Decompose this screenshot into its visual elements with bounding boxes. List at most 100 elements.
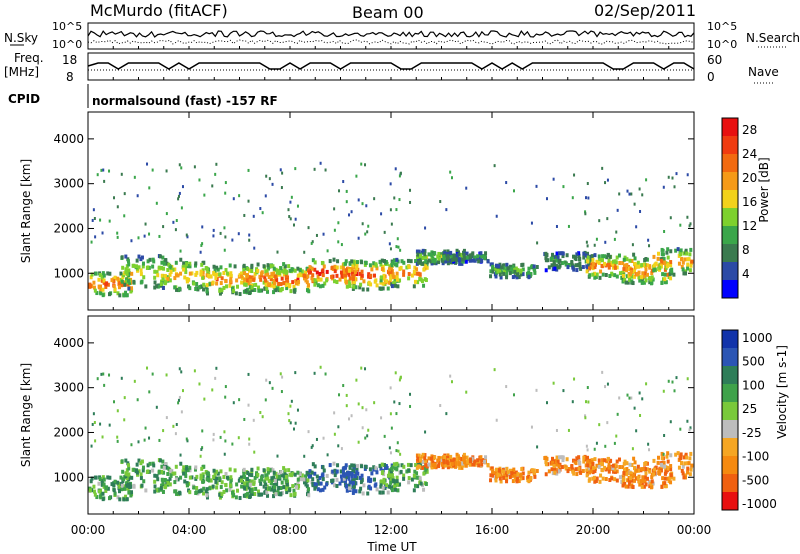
power-cell bbox=[416, 271, 420, 276]
velocity-cell bbox=[682, 475, 686, 480]
power-cell bbox=[247, 275, 251, 280]
power-cell bbox=[350, 210, 353, 214]
velocity-cell bbox=[652, 472, 656, 477]
velocity-cell bbox=[166, 471, 170, 476]
power-cell bbox=[369, 273, 373, 278]
velocity-cell bbox=[242, 493, 246, 498]
power-cell bbox=[561, 254, 565, 259]
velocity-cell bbox=[352, 484, 356, 489]
velocity-cell bbox=[379, 484, 383, 489]
velocity-cell bbox=[248, 482, 252, 487]
power-cell bbox=[229, 277, 233, 282]
velocity-cell bbox=[137, 469, 141, 474]
power-cell bbox=[129, 289, 133, 294]
power-cell bbox=[586, 182, 589, 186]
velocity-cell bbox=[220, 492, 224, 497]
power-cell bbox=[636, 264, 640, 269]
velocity-cell bbox=[572, 458, 576, 463]
power-cell bbox=[245, 278, 249, 283]
freq-right-tick-bottom: 0 bbox=[707, 70, 715, 84]
power-cell bbox=[246, 267, 250, 272]
power-cell bbox=[179, 257, 183, 262]
power-cell bbox=[248, 291, 252, 296]
velocity-cell bbox=[399, 375, 402, 379]
velocity-cell bbox=[331, 469, 335, 474]
velocity-cell bbox=[584, 457, 588, 462]
velocity-cell bbox=[194, 465, 198, 470]
power-cell bbox=[253, 271, 257, 276]
power-cell bbox=[265, 174, 268, 178]
power-cell bbox=[262, 280, 266, 285]
power-cell bbox=[653, 263, 657, 268]
power-cell bbox=[433, 251, 437, 256]
velocity-cell bbox=[282, 476, 286, 481]
power-cell bbox=[99, 288, 103, 293]
power-cell bbox=[460, 252, 464, 257]
power-cell bbox=[340, 274, 344, 279]
power-cell bbox=[275, 270, 279, 275]
velocity-cell bbox=[116, 409, 119, 413]
power-cell bbox=[311, 240, 314, 244]
power-cell bbox=[630, 192, 633, 196]
velocity-cell bbox=[494, 467, 498, 472]
power-cell bbox=[171, 267, 175, 272]
velocity-cell bbox=[518, 473, 522, 478]
power-cell bbox=[581, 265, 585, 270]
velocity-cell bbox=[477, 460, 481, 465]
power-cell bbox=[550, 263, 554, 268]
velocity-cell bbox=[116, 435, 119, 439]
power-cell bbox=[100, 168, 103, 172]
velocity-cell bbox=[177, 398, 180, 402]
power-cell bbox=[387, 267, 391, 272]
power-cell bbox=[669, 249, 673, 254]
velocity-cell bbox=[257, 492, 261, 497]
velocity-cell bbox=[137, 440, 140, 444]
sky-noise-trace bbox=[87, 30, 695, 38]
velocity-cell bbox=[128, 484, 132, 489]
power-cell bbox=[351, 272, 355, 277]
velocity-cell bbox=[130, 443, 133, 447]
power-cell bbox=[118, 293, 122, 298]
velocity-cell bbox=[311, 481, 315, 486]
power-cell bbox=[378, 259, 382, 264]
velocity-cell bbox=[250, 467, 254, 472]
velocity-cell bbox=[417, 453, 421, 458]
velocity-cell bbox=[342, 476, 346, 481]
power-cell bbox=[297, 279, 301, 284]
power-cell bbox=[419, 253, 423, 258]
power-cell bbox=[127, 262, 131, 267]
power-cell bbox=[449, 170, 452, 174]
power-cell bbox=[112, 279, 116, 284]
velocity-cell bbox=[103, 383, 106, 387]
power-cell bbox=[141, 261, 145, 266]
velocity-cell bbox=[390, 426, 393, 430]
velocity-cell bbox=[358, 475, 362, 480]
power-cell bbox=[623, 255, 627, 260]
velocity-cell bbox=[656, 460, 660, 465]
velocity-cell bbox=[622, 461, 626, 466]
power-cell bbox=[153, 269, 157, 274]
velocity-cell bbox=[632, 456, 636, 461]
power-cell bbox=[347, 272, 351, 277]
power-cell bbox=[264, 278, 268, 283]
power-cell bbox=[520, 263, 524, 268]
power-cell bbox=[188, 264, 192, 269]
power-cell bbox=[585, 240, 588, 244]
velocity-cell bbox=[153, 484, 157, 489]
power-cell bbox=[132, 263, 136, 268]
velocity-cell bbox=[120, 487, 124, 492]
power-cell bbox=[555, 267, 559, 272]
power-cell bbox=[450, 257, 454, 262]
velocity-cell bbox=[462, 456, 466, 461]
power-cell bbox=[101, 271, 105, 276]
power-cell bbox=[664, 280, 668, 285]
velocity-cell bbox=[146, 463, 150, 468]
power-cell bbox=[516, 268, 520, 273]
velocity-cell bbox=[494, 471, 498, 476]
velocity-cell bbox=[364, 367, 367, 371]
power-cell bbox=[263, 286, 267, 291]
velocity-cell bbox=[326, 453, 329, 457]
velocity-cell bbox=[348, 417, 351, 421]
power-cell bbox=[238, 194, 241, 198]
velocity-cell bbox=[400, 463, 404, 468]
